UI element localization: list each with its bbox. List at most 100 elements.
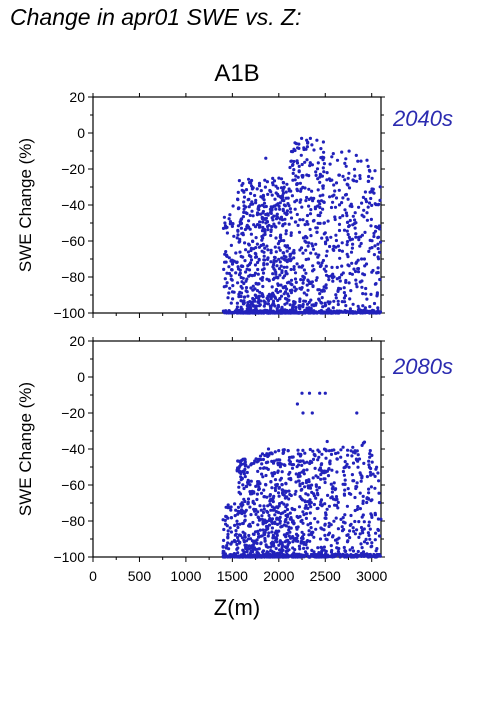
data-point — [357, 235, 361, 239]
data-point — [250, 187, 254, 191]
data-point — [249, 181, 253, 185]
data-point — [254, 198, 258, 202]
data-point — [293, 301, 297, 305]
data-point — [307, 187, 311, 191]
data-point — [263, 302, 267, 306]
y-tick-label: −20 — [61, 405, 85, 421]
data-point — [267, 518, 272, 522]
data-point — [359, 525, 364, 530]
data-point — [329, 452, 334, 456]
data-point — [249, 248, 253, 253]
data-point — [289, 282, 293, 286]
data-point — [282, 533, 286, 537]
xlabel: Z(m) — [214, 595, 260, 620]
data-point — [319, 477, 323, 481]
data-point — [362, 208, 366, 212]
data-point — [255, 538, 259, 542]
data-point — [285, 272, 289, 276]
data-point — [271, 218, 275, 222]
data-point — [228, 213, 232, 217]
data-point — [377, 534, 382, 538]
data-point — [373, 169, 377, 173]
data-point — [321, 207, 325, 211]
data-point — [277, 543, 281, 547]
data-point — [321, 166, 325, 170]
data-point — [378, 554, 382, 558]
data-point — [303, 500, 307, 504]
data-point — [329, 235, 333, 239]
data-point — [322, 200, 326, 204]
data-point — [322, 289, 326, 293]
data-point — [281, 191, 285, 195]
data-point — [340, 201, 344, 205]
data-point — [247, 253, 251, 258]
data-point — [222, 538, 226, 543]
data-point — [256, 469, 260, 473]
data-point — [322, 162, 326, 166]
data-point — [289, 216, 294, 220]
data-point — [370, 460, 374, 464]
data-point — [347, 186, 352, 190]
data-point — [354, 235, 358, 239]
data-point — [284, 190, 288, 194]
data-point — [283, 222, 287, 226]
data-point — [271, 533, 275, 538]
data-point — [331, 152, 335, 156]
data-point — [246, 502, 250, 506]
data-point — [353, 495, 357, 500]
data-point — [260, 462, 264, 466]
data-point — [236, 512, 240, 516]
data-point — [270, 526, 274, 530]
data-point — [310, 483, 314, 487]
data-point — [278, 207, 282, 211]
data-point — [235, 260, 239, 264]
data-point — [353, 269, 358, 274]
data-point — [336, 527, 340, 531]
data-point — [332, 299, 336, 303]
panel-2040s: 20 0 −20 −40 −60 −80 −100 — [53, 89, 385, 321]
data-point — [300, 518, 304, 522]
data-point — [353, 226, 357, 230]
data-point — [308, 521, 313, 526]
data-point — [272, 267, 276, 271]
data-point — [370, 187, 374, 191]
data-point — [280, 198, 284, 202]
data-point — [360, 285, 364, 289]
data-point — [334, 245, 338, 249]
data-point — [227, 271, 232, 276]
data-point — [258, 504, 262, 508]
data-point — [229, 508, 233, 512]
data-point — [292, 256, 296, 260]
data-point — [376, 517, 380, 521]
data-point — [306, 278, 310, 282]
data-point — [233, 533, 237, 537]
data-point — [304, 199, 308, 203]
data-point — [351, 302, 355, 306]
data-point — [294, 280, 298, 284]
data-point — [305, 213, 310, 218]
data-point — [296, 515, 300, 520]
data-point — [248, 483, 252, 487]
data-point — [249, 232, 253, 236]
data-point — [242, 486, 246, 491]
data-point — [263, 539, 267, 543]
data-point — [326, 493, 330, 497]
data-point — [255, 547, 259, 551]
data-point — [250, 462, 254, 466]
data-point — [227, 217, 231, 221]
data-point — [278, 273, 282, 277]
data-point — [274, 272, 278, 276]
data-point — [260, 452, 265, 456]
data-point — [329, 274, 333, 278]
data-point — [229, 277, 233, 281]
data-point — [353, 508, 357, 513]
data-point — [284, 481, 288, 485]
data-point — [351, 242, 355, 246]
data-point — [363, 230, 367, 234]
data-point — [261, 194, 266, 199]
data-point — [231, 284, 235, 288]
data-point — [305, 236, 309, 240]
data-point — [278, 248, 282, 252]
data-point — [288, 259, 292, 263]
data-point — [291, 455, 295, 459]
